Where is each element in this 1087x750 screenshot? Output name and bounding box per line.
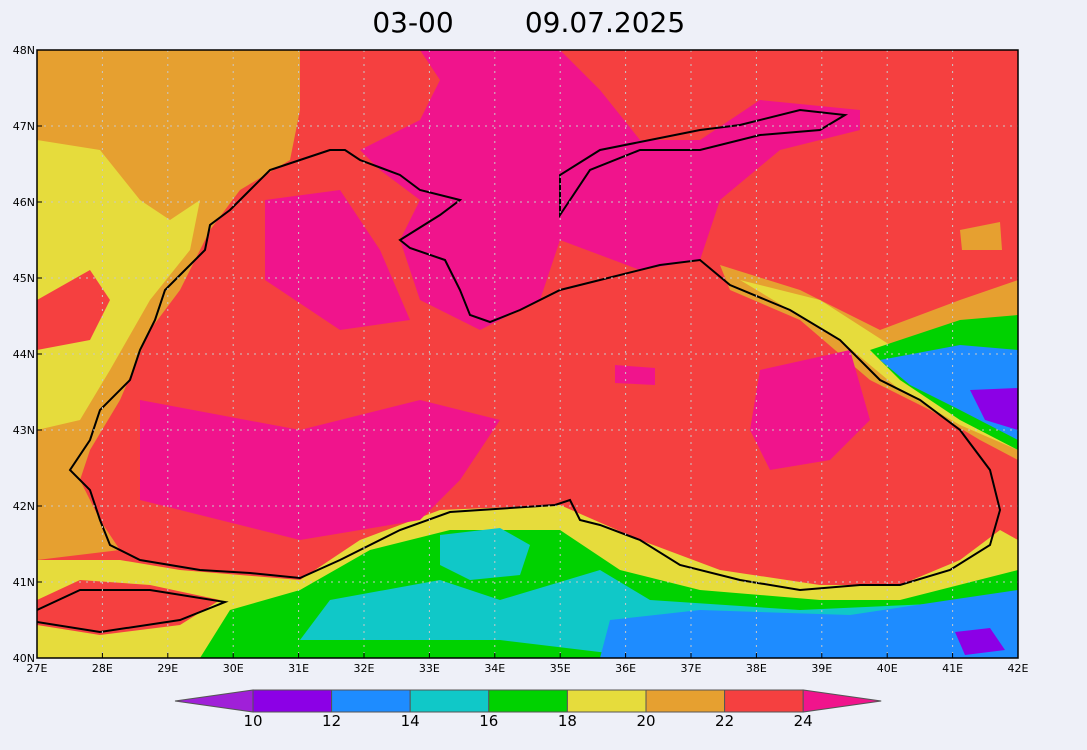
longitude-label: 34E (484, 662, 505, 675)
colorbar-label: 10 (243, 712, 262, 730)
forecast-time: 03-00 (372, 6, 453, 39)
colorbar-label: 12 (322, 712, 341, 730)
latitude-label: 45N (13, 272, 35, 285)
colorbar-high-arrow (802, 689, 882, 713)
longitude-label: 39E (811, 662, 832, 675)
latitude-label: 46N (13, 196, 35, 209)
colorbar-low-arrow (174, 689, 254, 713)
longitude-label: 31E (288, 662, 309, 675)
colorbar-segment (488, 689, 568, 713)
colorbar-segment (409, 689, 490, 713)
longitude-label: 27E (27, 662, 48, 675)
latitude-label: 41N (13, 576, 35, 589)
longitude-label: 32E (354, 662, 375, 675)
longitude-label: 30E (223, 662, 244, 675)
colorbar-segment (724, 689, 804, 713)
longitude-label: 41E (942, 662, 963, 675)
longitude-label: 29E (157, 662, 178, 675)
latitude-label: 43N (13, 424, 35, 437)
longitude-label: 37E (681, 662, 702, 675)
colorbar-label: 14 (401, 712, 420, 730)
colorbar-segment (566, 689, 647, 713)
longitude-label: 28E (92, 662, 113, 675)
latitude-label: 47N (13, 120, 35, 133)
latitude-label: 44N (13, 348, 35, 361)
latitude-label: 42N (13, 500, 35, 513)
longitude-label: 33E (419, 662, 440, 675)
longitude-label: 38E (746, 662, 767, 675)
latitude-label: 48N (13, 44, 35, 57)
temperature-field (37, 50, 1018, 658)
longitude-label: 36E (615, 662, 636, 675)
longitude-label: 40E (877, 662, 898, 675)
colorbar-label: 22 (715, 712, 734, 730)
colorbar-label: 24 (794, 712, 813, 730)
colorbar-segment (252, 689, 333, 713)
colorbar-label: 18 (558, 712, 577, 730)
longitude-label: 35E (550, 662, 571, 675)
colorbar-label: 20 (636, 712, 655, 730)
longitude-label: 42E (1008, 662, 1029, 675)
forecast-date: 09.07.2025 (525, 6, 685, 39)
latitude-label: 40N (13, 652, 35, 665)
colorbar-segment (645, 689, 726, 713)
colorbar-label: 16 (479, 712, 498, 730)
colorbar-segment (331, 689, 411, 713)
